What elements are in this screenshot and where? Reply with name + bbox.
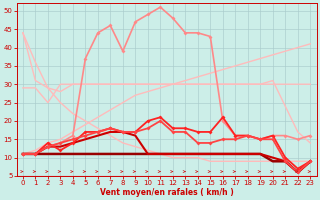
X-axis label: Vent moyen/en rafales ( km/h ): Vent moyen/en rafales ( km/h ): [100, 188, 234, 197]
